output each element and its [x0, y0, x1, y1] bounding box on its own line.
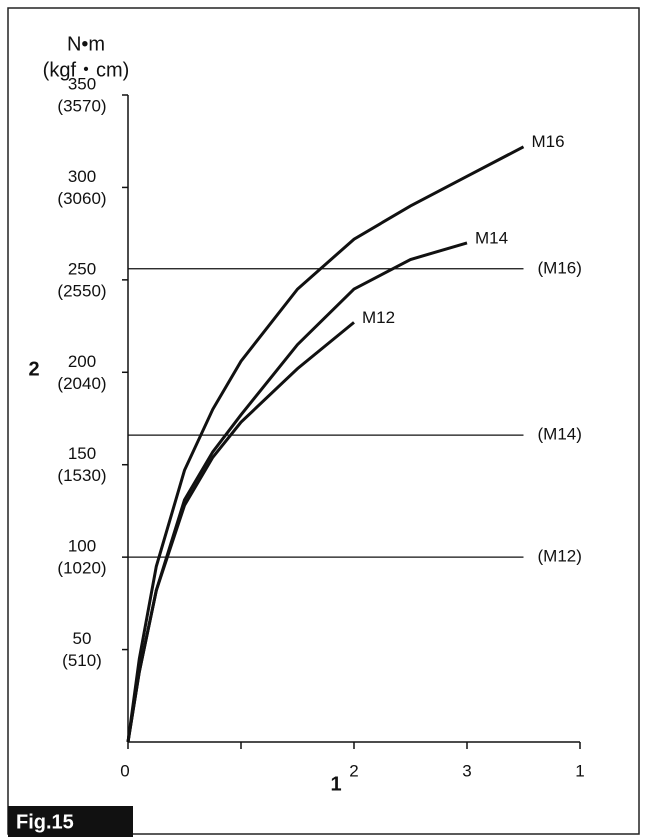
y-tick-label: 300: [68, 167, 96, 186]
curve: [126, 145, 525, 743]
y-unit-alt: (kgf・cm): [43, 59, 130, 81]
y-tick-label: 100: [68, 537, 96, 556]
legend-label: M16: [532, 132, 565, 151]
figure-label: Fig.15: [16, 811, 74, 833]
x-tick-label: 1: [575, 761, 584, 780]
y-tick-label: 250: [68, 259, 96, 278]
x-axis-label: 1: [330, 773, 341, 795]
y-tick-label: 150: [68, 444, 96, 463]
y-unit: N•m: [67, 33, 105, 55]
y-tick-sublabel: (2550): [57, 281, 106, 300]
x-tick-label: 3: [462, 761, 471, 780]
y-tick-label: 350: [68, 74, 96, 93]
y-tick-sublabel: (3060): [57, 189, 106, 208]
y-tick-sublabel: (2040): [57, 374, 106, 393]
reference-label: (M16): [538, 258, 582, 277]
figure-label-box: [8, 806, 133, 837]
y-tick-sublabel: (1530): [57, 466, 106, 485]
curve: [126, 321, 355, 743]
frame: [7, 7, 640, 835]
y-axis-label: 2: [28, 358, 39, 380]
x-tick-label: 2: [349, 761, 358, 780]
y-tick-label: 50: [73, 629, 92, 648]
reference-label: (M14): [538, 425, 582, 444]
reference-label: (M12): [538, 547, 582, 566]
y-tick-sublabel: (510): [62, 651, 102, 670]
y-tick-sublabel: (1020): [57, 559, 106, 578]
x-tick-label: 0: [120, 761, 129, 780]
y-tick-label: 200: [68, 352, 96, 371]
legend-label: M12: [362, 308, 395, 327]
legend-label: M14: [475, 228, 508, 247]
y-tick-sublabel: (3570): [57, 96, 106, 115]
